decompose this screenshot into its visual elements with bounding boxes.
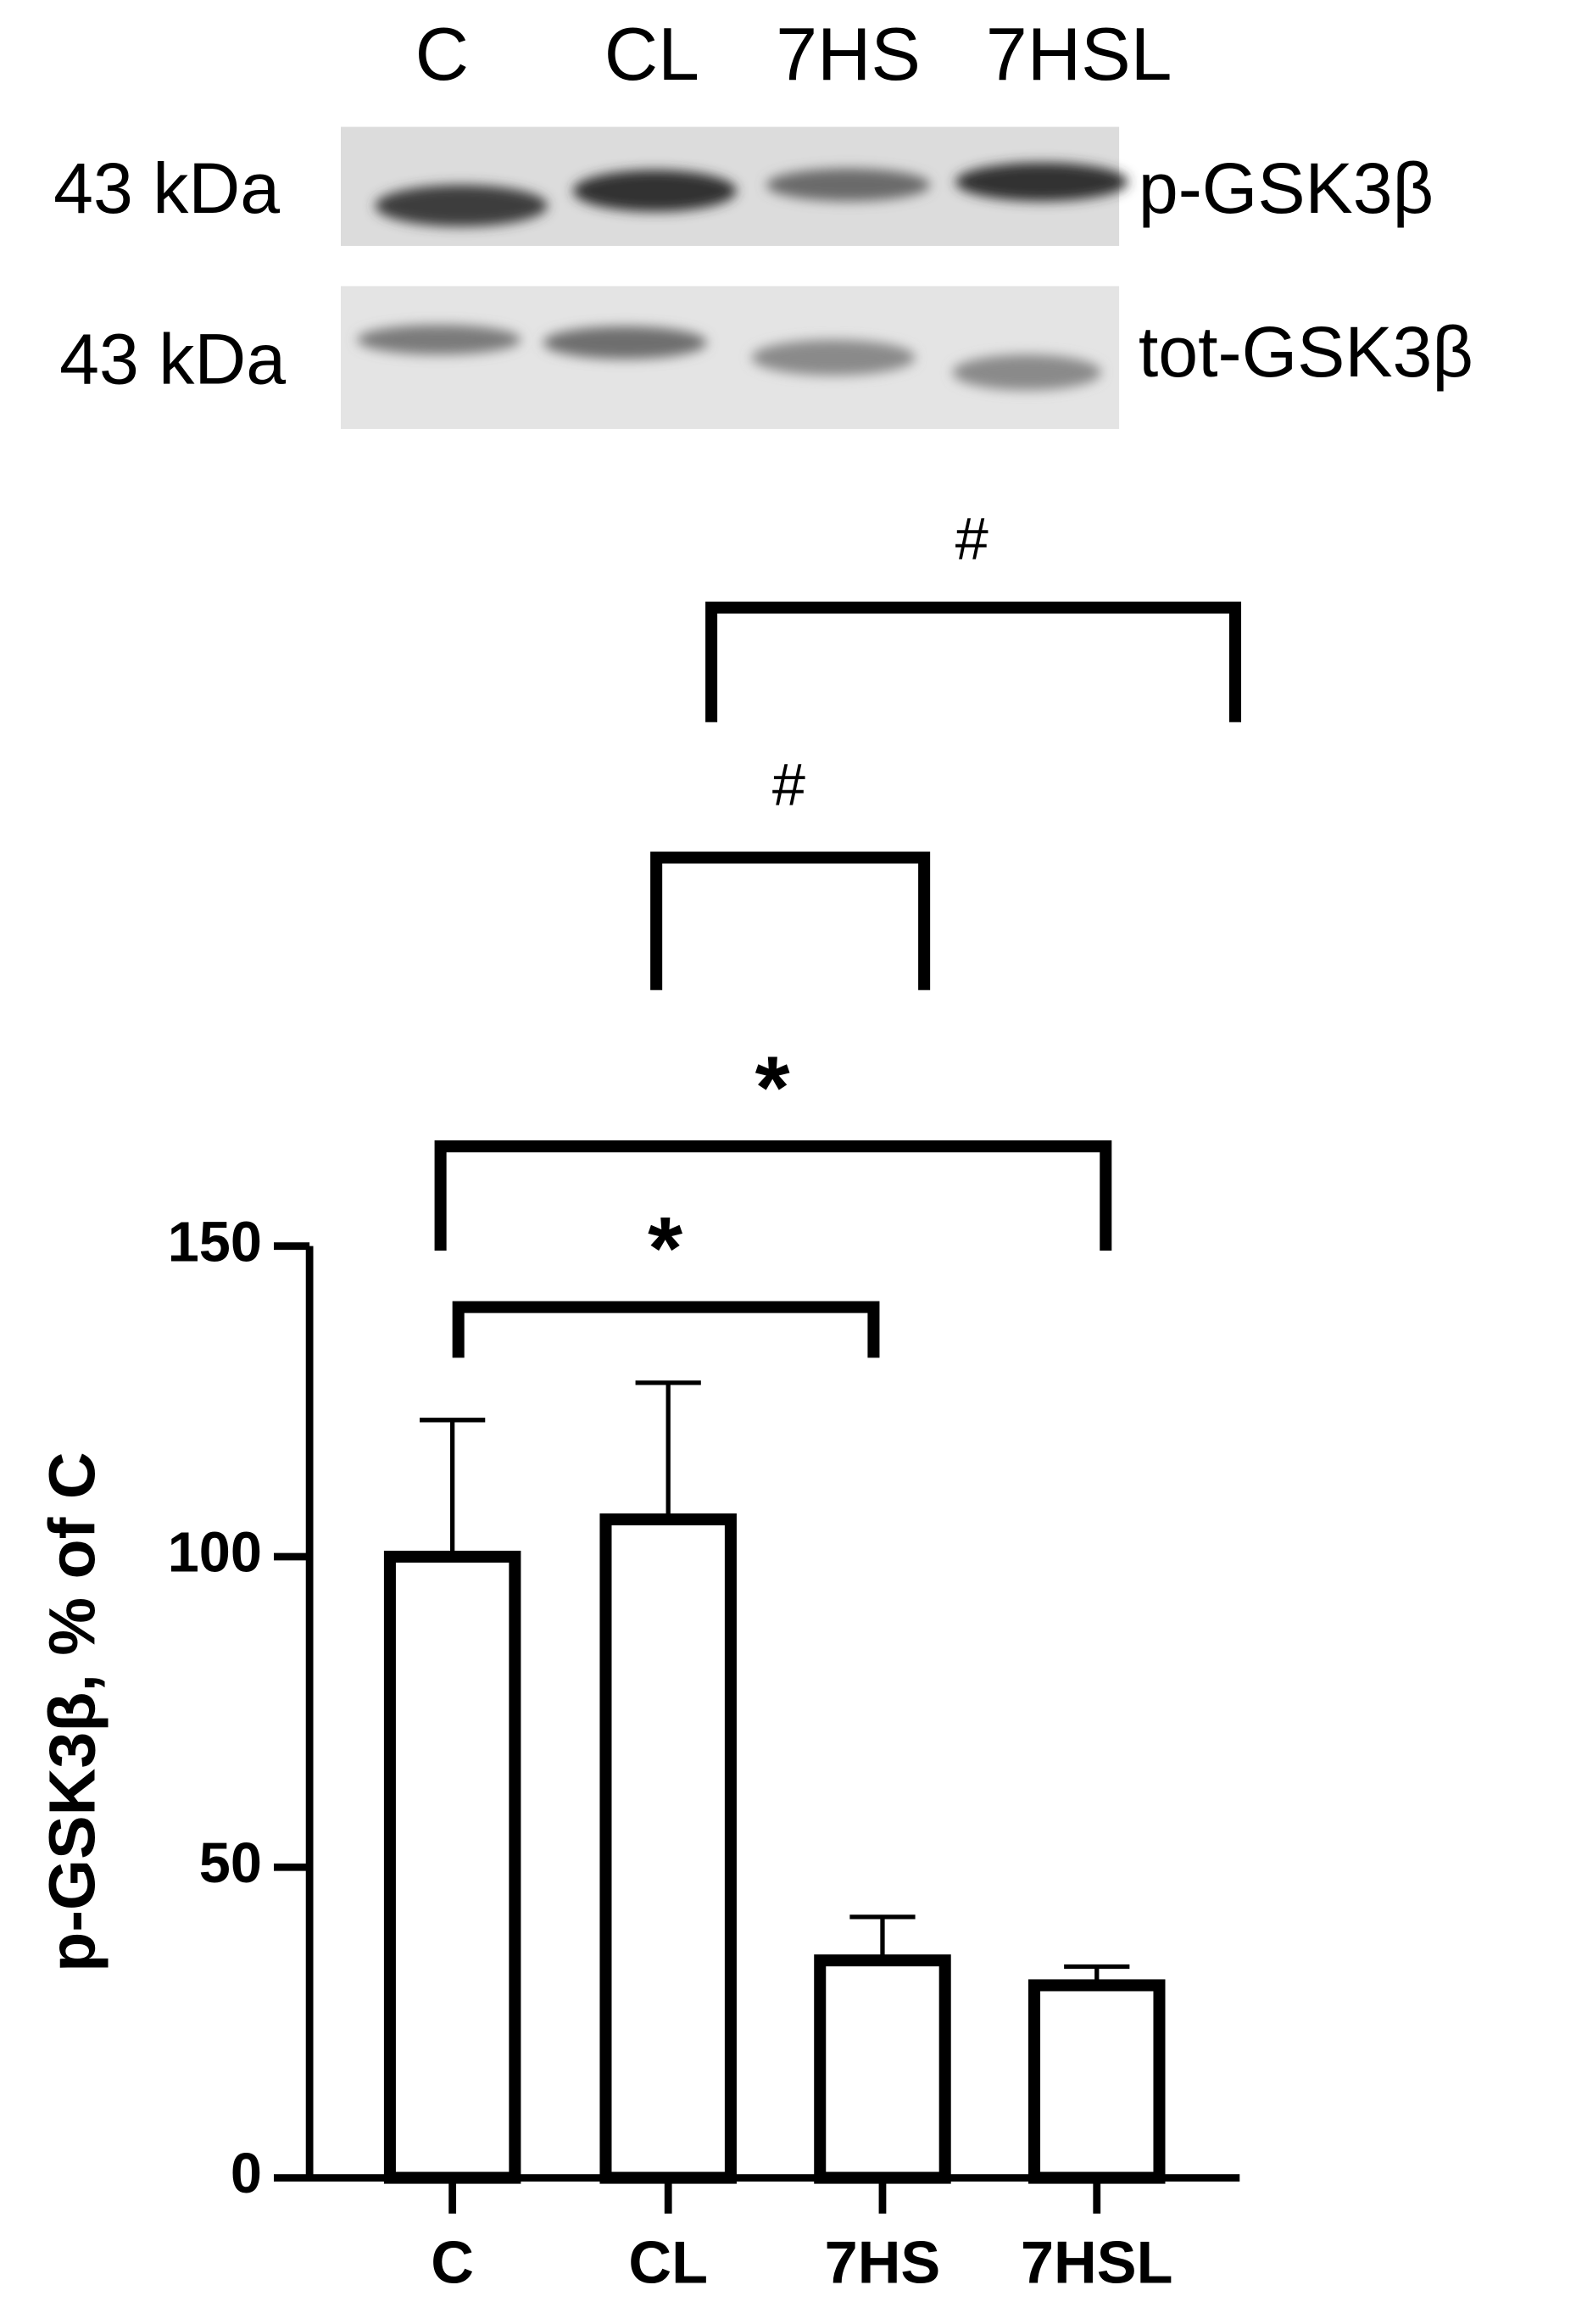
significance: * * # # xyxy=(434,505,1242,1358)
plot: 0 50 100 150 C CL 7HS 7HSL xyxy=(168,1211,1240,2295)
y-tick-label: 50 xyxy=(199,1832,262,1895)
protein-label: tot-GSK3β xyxy=(1139,312,1473,392)
y-tick-label: 150 xyxy=(168,1211,262,1273)
y-tick-label: 0 xyxy=(231,2143,262,2205)
x-tick-label: CL xyxy=(628,2228,708,2295)
bracket xyxy=(452,1301,880,1358)
mw-label: 43 kDa xyxy=(53,148,280,228)
bracket xyxy=(434,1140,1112,1251)
bar xyxy=(599,1513,737,2184)
western-blot: C CL 7HS 7HSL 43 kDa 43 kDa p-GSK3β tot-… xyxy=(53,13,1473,429)
y-tick-label: 100 xyxy=(168,1522,262,1585)
lane-label: 7HSL xyxy=(986,13,1172,96)
y-axis-label: p-GSK3β, % of C xyxy=(36,1452,109,1971)
x-tick-label: 7HS xyxy=(825,2228,941,2295)
protein-label: p-GSK3β xyxy=(1139,148,1434,228)
bar xyxy=(814,1954,951,2184)
lane-label: C xyxy=(415,13,469,96)
bands xyxy=(357,162,1128,391)
bar xyxy=(1028,1979,1166,2184)
annotation: # xyxy=(772,750,805,817)
bar xyxy=(383,1550,521,2184)
x-tick-label: C xyxy=(431,2228,474,2295)
bracket xyxy=(650,851,931,990)
mw-label: 43 kDa xyxy=(59,320,286,399)
x-tick-label: 7HSL xyxy=(1021,2228,1172,2295)
lane-label: 7HS xyxy=(776,13,921,96)
bracket xyxy=(705,601,1242,722)
annotation: * xyxy=(755,1038,790,1137)
annotation: # xyxy=(955,505,988,572)
annotation: * xyxy=(648,1199,682,1298)
lane-label: CL xyxy=(604,13,699,96)
